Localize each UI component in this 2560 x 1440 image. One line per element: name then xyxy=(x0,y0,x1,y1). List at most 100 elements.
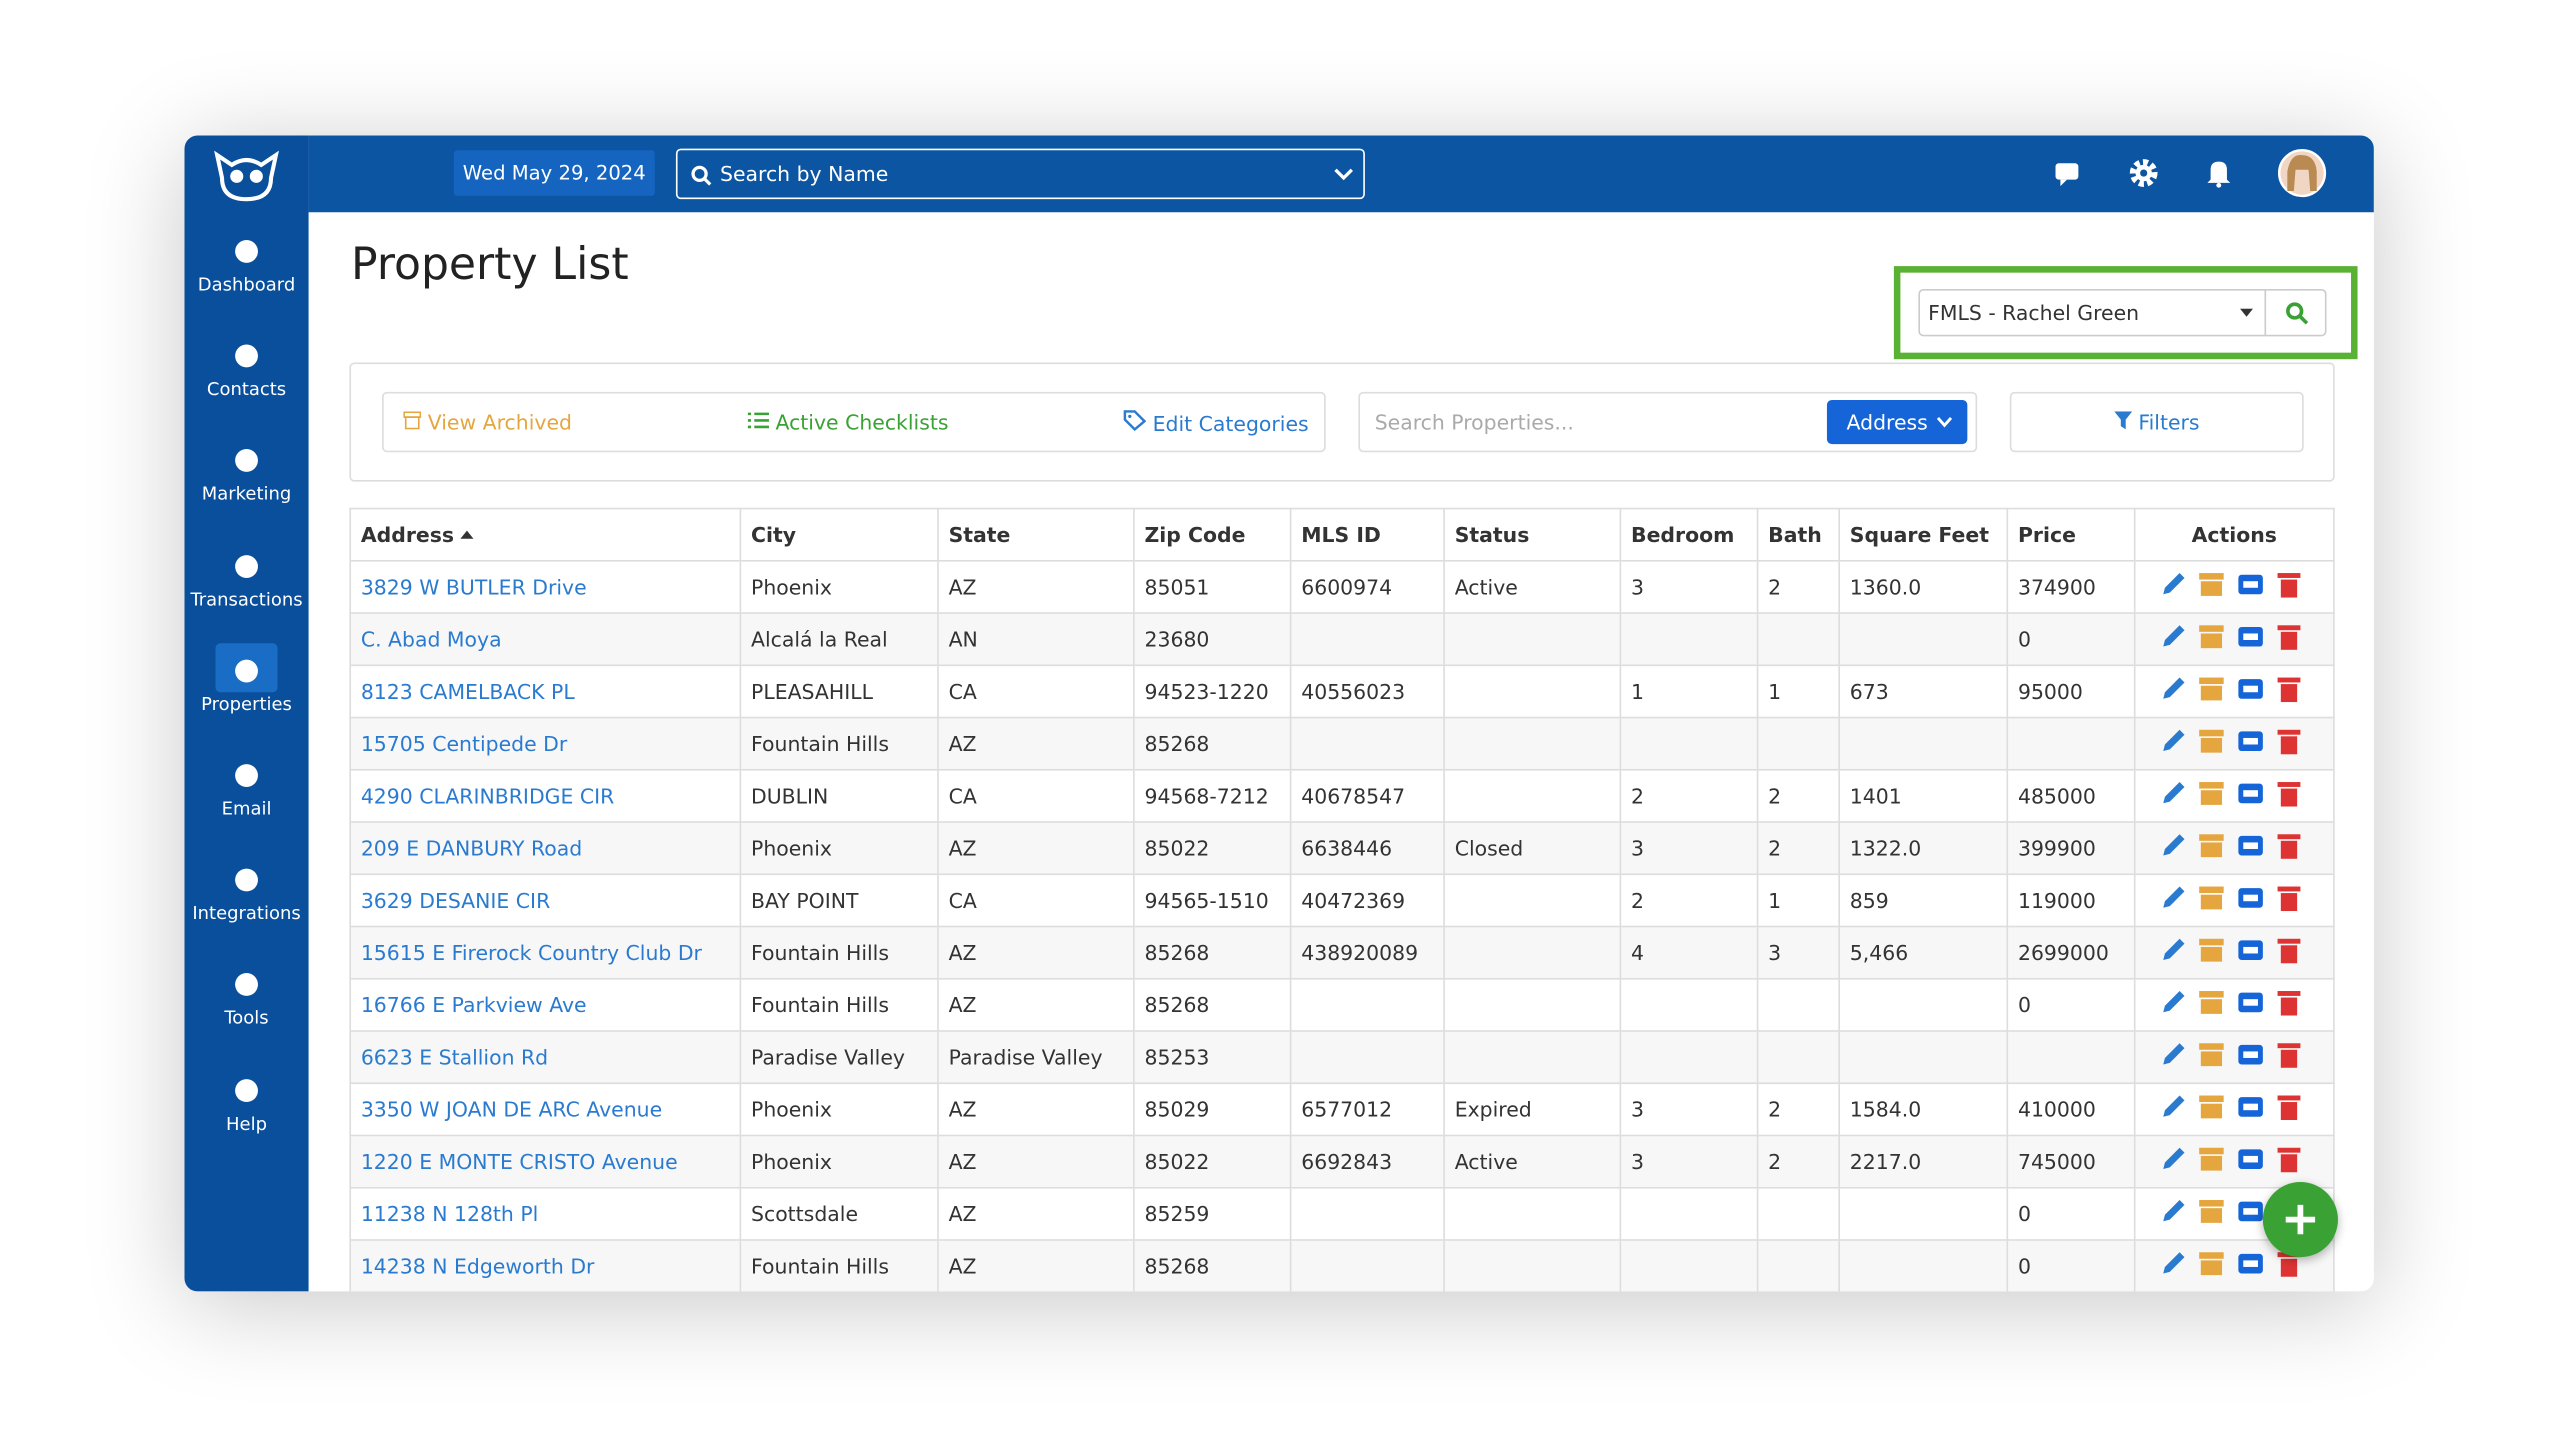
nav-item[interactable]: Contacts xyxy=(184,344,308,400)
delete-icon[interactable] xyxy=(2276,834,2300,859)
address-link[interactable]: 14238 N Edgeworth Dr xyxy=(360,1253,595,1279)
address-link[interactable]: 15705 Centipede Dr xyxy=(360,731,568,756)
address-link[interactable]: 11238 N 128th Pl xyxy=(360,1201,539,1227)
edit-icon[interactable] xyxy=(2162,1095,2184,1117)
edit-icon[interactable] xyxy=(2162,573,2184,595)
archive-icon[interactable] xyxy=(2198,991,2223,1014)
archive-icon[interactable] xyxy=(2198,625,2223,649)
address-link[interactable]: 3350 W JOAN DE ARC Avenue xyxy=(360,1097,663,1122)
archive-icon[interactable] xyxy=(2198,1200,2223,1223)
agent-select[interactable]: FMLS - Rachel Green xyxy=(1918,288,2327,337)
edit-icon[interactable] xyxy=(2162,1043,2184,1065)
nav-item[interactable]: Help xyxy=(184,1078,308,1134)
nav-item[interactable]: Email xyxy=(184,764,308,820)
column-header[interactable]: Address xyxy=(349,507,742,562)
delete-icon[interactable] xyxy=(2276,991,2300,1016)
ad-icon[interactable] xyxy=(2237,1044,2263,1065)
nav-item[interactable]: Tools xyxy=(184,973,308,1029)
archive-icon[interactable] xyxy=(2198,1095,2223,1119)
archive-icon[interactable] xyxy=(2198,782,2223,805)
filters-button[interactable]: Filters xyxy=(2009,391,2304,453)
ad-icon[interactable] xyxy=(2237,1149,2263,1169)
address-link[interactable]: 6623 E Stallion Rd xyxy=(360,1044,549,1070)
delete-icon[interactable] xyxy=(2276,729,2300,755)
nav-item[interactable]: Transactions xyxy=(184,554,308,610)
address-link[interactable]: C. Abad Moya xyxy=(360,626,502,652)
nav-item[interactable]: Dashboard xyxy=(184,239,308,296)
column-header[interactable]: City xyxy=(739,507,939,562)
delete-icon[interactable] xyxy=(2276,625,2300,650)
delete-icon[interactable] xyxy=(2276,1147,2300,1173)
ad-icon[interactable] xyxy=(2237,574,2263,595)
column-header[interactable]: Bedroom xyxy=(1619,507,1759,562)
edit-categories-button[interactable]: Edit Categories xyxy=(1123,410,1309,436)
edit-icon[interactable] xyxy=(2162,1147,2184,1169)
property-search[interactable]: Search Properties... Address xyxy=(1358,391,1978,453)
archive-icon[interactable] xyxy=(2198,729,2223,753)
edit-icon[interactable] xyxy=(2162,991,2184,1013)
ad-icon[interactable] xyxy=(2237,731,2263,752)
ad-icon[interactable] xyxy=(2237,626,2263,647)
edit-icon[interactable] xyxy=(2162,1200,2184,1222)
agent-search-button[interactable] xyxy=(2264,288,2326,337)
ad-icon[interactable] xyxy=(2237,1253,2263,1274)
edit-icon[interactable] xyxy=(2162,886,2184,908)
search-field-select[interactable]: Address xyxy=(1826,399,1968,445)
settings-icon[interactable] xyxy=(2129,158,2158,187)
edit-icon[interactable] xyxy=(2162,1252,2184,1274)
edit-icon[interactable] xyxy=(2162,782,2184,804)
address-link[interactable]: 8123 CAMELBACK PL xyxy=(360,679,575,704)
address-link[interactable]: 209 E DANBURY Road xyxy=(360,835,583,861)
ad-icon[interactable] xyxy=(2237,1097,2263,1117)
column-header[interactable]: Square Feet xyxy=(1838,507,2009,562)
bell-icon[interactable] xyxy=(2206,158,2232,188)
nav-item[interactable]: Marketing xyxy=(184,449,308,505)
address-link[interactable]: 3829 W BUTLER Drive xyxy=(360,574,587,600)
address-link[interactable]: 1220 E MONTE CRISTO Avenue xyxy=(360,1149,678,1174)
delete-icon[interactable] xyxy=(2276,1043,2300,1068)
ad-icon[interactable] xyxy=(2237,679,2263,699)
address-link[interactable]: 3629 DESANIE CIR xyxy=(360,888,551,913)
archive-icon[interactable] xyxy=(2198,573,2223,596)
edit-icon[interactable] xyxy=(2162,729,2184,752)
delete-icon[interactable] xyxy=(2276,573,2300,598)
avatar[interactable] xyxy=(2277,148,2327,198)
delete-icon[interactable] xyxy=(2276,938,2300,964)
ad-icon[interactable] xyxy=(2237,783,2263,804)
column-header[interactable]: Status xyxy=(1443,507,1622,562)
delete-icon[interactable] xyxy=(2276,782,2300,807)
archive-icon[interactable] xyxy=(2198,1043,2223,1067)
name-search[interactable]: Search by Name xyxy=(675,148,1365,200)
edit-icon[interactable] xyxy=(2162,625,2184,647)
column-header[interactable]: Price xyxy=(2006,507,2136,562)
column-header[interactable]: State xyxy=(937,507,1135,562)
ad-icon[interactable] xyxy=(2237,1201,2263,1222)
nav-item[interactable]: Integrations xyxy=(184,868,308,924)
archive-icon[interactable] xyxy=(2198,938,2223,962)
delete-icon[interactable] xyxy=(2276,886,2300,912)
edit-icon[interactable] xyxy=(2162,834,2184,856)
nav-item[interactable]: Properties xyxy=(184,642,308,715)
address-link[interactable]: 15615 E Firerock Country Club Dr xyxy=(360,940,702,965)
ad-icon[interactable] xyxy=(2237,888,2263,908)
ad-icon[interactable] xyxy=(2237,835,2263,856)
archive-icon[interactable] xyxy=(2198,886,2223,910)
archive-icon[interactable] xyxy=(2198,834,2223,858)
archive-icon[interactable] xyxy=(2198,1252,2223,1276)
chat-icon[interactable] xyxy=(2054,162,2080,187)
active-checklists-button[interactable]: Active Checklists xyxy=(747,410,948,434)
add-property-button[interactable] xyxy=(2262,1182,2338,1258)
edit-icon[interactable] xyxy=(2162,677,2184,699)
ad-icon[interactable] xyxy=(2237,940,2263,960)
column-header[interactable]: Bath xyxy=(1756,507,1840,562)
delete-icon[interactable] xyxy=(2276,1095,2300,1120)
column-header[interactable]: MLS ID xyxy=(1289,507,1445,562)
ad-icon[interactable] xyxy=(2237,992,2263,1013)
address-link[interactable]: 4290 CLARINBRIDGE CIR xyxy=(360,783,615,809)
archive-icon[interactable] xyxy=(2198,1147,2223,1171)
view-archived-button[interactable]: View Archived xyxy=(403,410,572,434)
column-header[interactable]: Zip Code xyxy=(1133,507,1292,562)
edit-icon[interactable] xyxy=(2162,938,2184,960)
address-link[interactable]: 16766 E Parkview Ave xyxy=(360,992,587,1018)
archive-icon[interactable] xyxy=(2198,677,2223,701)
